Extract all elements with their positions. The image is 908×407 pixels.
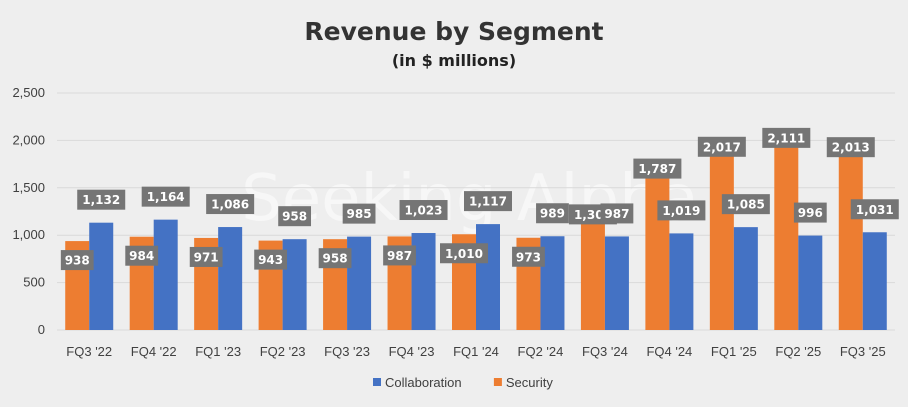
bar-collaboration [798,235,823,330]
data-label-box [399,200,448,221]
data-label-security: 938 [65,254,90,268]
data-label-box [600,203,634,224]
data-label-security: 2,013 [832,141,870,155]
bar-security [645,160,670,330]
data-label-box [278,206,312,227]
data-label-collaboration: 987 [604,207,629,221]
data-label-collaboration: 985 [347,207,372,221]
bar-security [838,139,863,330]
data-label-box [464,191,512,212]
y-tick-label: 2,500 [12,85,45,100]
data-label-security: 987 [387,249,412,263]
chart-title: Revenue by Segment [304,17,603,46]
data-label-box [77,189,126,210]
data-label-collaboration: 958 [282,210,307,224]
bar-collaboration [153,219,178,330]
data-label-box [189,246,223,267]
x-tick-label: FQ3 '24 [582,344,628,359]
y-tick-label: 0 [38,322,45,337]
bar-collaboration [218,227,243,330]
y-tick-label: 1,000 [12,227,45,242]
y-tick-label: 500 [23,275,45,290]
bar-security [580,206,605,330]
legend-label-collaboration: Collaboration [385,375,462,390]
x-tick-label: FQ4 '22 [131,344,177,359]
data-label-box [141,186,190,207]
data-label-collaboration: 1,164 [147,190,185,204]
data-label-security: 2,017 [703,140,741,154]
data-label-security: 958 [323,252,348,266]
data-label-security: 971 [194,250,219,264]
chart-subtitle: (in $ millions) [392,51,516,70]
data-label-security: 2,111 [767,131,805,145]
data-label-collaboration: 996 [798,206,823,220]
data-label-box [440,243,488,264]
x-tick-label: FQ2 '24 [518,344,564,359]
data-label-collaboration: 1,085 [727,198,765,212]
data-label-collaboration: 1,117 [469,195,507,209]
data-label-box [342,203,376,224]
data-label-box [383,245,416,266]
data-label-collaboration: 1,031 [856,203,894,217]
legend-swatch-security [493,378,502,386]
x-tick-label: FQ3 '25 [840,344,886,359]
data-label-security: 1,010 [445,247,483,261]
x-tick-label: FQ1 '23 [195,344,241,359]
y-tick-label: 2,000 [12,132,45,147]
data-label-box [793,202,827,223]
x-tick-label: FQ1 '24 [453,344,499,359]
bar-collaboration [733,227,758,330]
x-tick-label: FQ3 '22 [66,344,112,359]
data-label-box [721,194,770,215]
x-tick-label: FQ4 '23 [389,344,435,359]
data-label-security: 984 [129,249,154,263]
data-label-box [254,249,288,270]
data-label-box [762,127,811,148]
data-label-box [826,137,875,158]
x-tick-label: FQ2 '23 [260,344,306,359]
bar-collaboration [669,233,694,330]
bar-collaboration [89,222,114,330]
x-tick-label: FQ1 '25 [711,344,757,359]
data-label-box [633,158,682,179]
data-label-collaboration: 989 [540,207,565,221]
data-label-collaboration: 1,086 [211,198,249,212]
data-label-security: 1,787 [638,162,676,176]
data-label-box [850,199,899,220]
bar-collaboration [476,224,500,330]
data-label-security: 943 [258,253,283,267]
data-label-security: 973 [516,250,541,264]
data-label-collaboration: 1,023 [405,204,443,218]
data-label-box [206,194,255,215]
data-label-box [512,246,545,267]
bar-collaboration [862,232,887,330]
data-label-box [60,250,94,271]
x-tick-label: FQ3 '23 [324,344,370,359]
data-label-box [657,200,706,221]
bar-collaboration [604,236,629,330]
data-label-box [318,248,352,269]
y-tick-label: 1,500 [12,180,45,195]
data-label-box [125,245,159,266]
x-tick-label: FQ2 '25 [775,344,821,359]
data-label-collaboration: 1,132 [82,193,120,207]
bar-security [709,138,734,330]
legend-swatch-collaboration [373,378,381,386]
data-label-collaboration: 1,019 [662,204,700,218]
legend-label-security: Security [506,375,553,390]
x-tick-label: FQ4 '24 [646,344,692,359]
data-label-box [697,136,746,157]
bar-security [774,129,799,330]
data-label-box [536,203,569,224]
